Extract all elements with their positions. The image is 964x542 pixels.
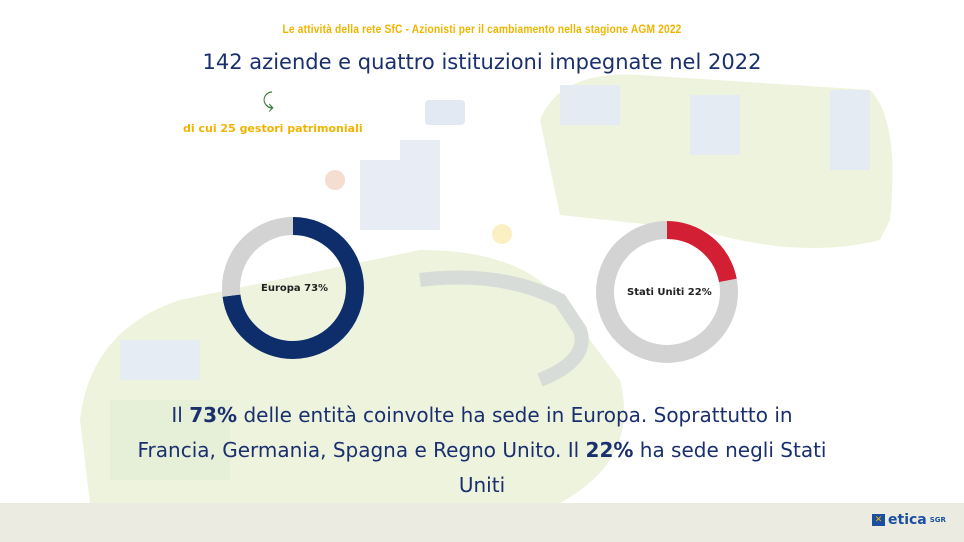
donut-usa-label: Stati Uniti 22% (627, 287, 712, 298)
donut-usa (596, 221, 738, 363)
logo-mark-icon: ✕ (872, 514, 885, 526)
etica-sgr-logo: ✕ etica SGR (872, 512, 946, 528)
curly-arrow-icon: ⤹ (262, 88, 274, 112)
page-title: 142 aziende e quattro istituzioni impegn… (202, 50, 762, 74)
subnote: di cui 25 gestori patrimoniali (183, 122, 363, 135)
donut-slice-1 (596, 221, 738, 363)
summary-paragraph: Il 73% delle entità coinvolte ha sede in… (137, 403, 827, 497)
donut-europe-label: Europa 73% (261, 283, 329, 294)
footer-bar (0, 503, 964, 542)
donut-europe (222, 217, 364, 359)
donut-slice-1 (222, 217, 364, 359)
header-kicker: Le attività della rete SfC - Azionisti p… (282, 22, 682, 36)
